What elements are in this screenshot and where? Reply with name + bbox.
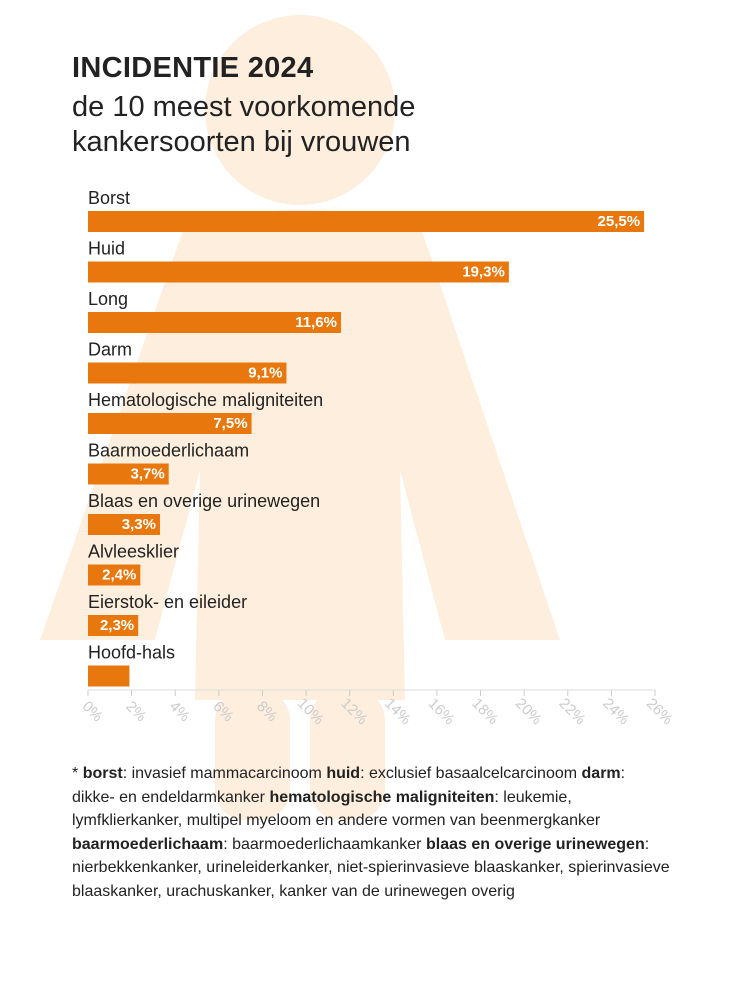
bar (88, 312, 341, 333)
category-label: Borst (88, 188, 130, 208)
bar (88, 463, 169, 485)
category-label: Alvleesklier (88, 541, 179, 561)
x-tick-label: 22% (556, 695, 589, 728)
value-label: 3,3% (122, 516, 156, 533)
footnote-text: : baarmoederlichaamkanker (223, 835, 422, 853)
footnote-term: darm (581, 765, 621, 782)
x-tick-label: 4% (166, 698, 193, 725)
x-tick-label: 24% (599, 695, 632, 728)
x-tick-label: 6% (210, 698, 237, 725)
bar (88, 413, 252, 434)
footnote: * borst: invasief mammacarcinoom huid: e… (72, 762, 672, 903)
footnote-term: baarmoederlichaam (72, 835, 224, 853)
value-label: 9,1% (248, 364, 282, 381)
footnote-text: : dikke- en endeldarmkanker (72, 765, 626, 806)
x-tick-label: 14% (381, 695, 414, 728)
x-tick-label: 12% (337, 695, 370, 728)
category-label: Huid (88, 238, 125, 258)
footnote-term: borst (82, 765, 123, 782)
x-tick-label: 16% (425, 695, 458, 728)
x-tick-label: 20% (512, 695, 545, 728)
bar (88, 665, 130, 687)
x-tick-label: 2% (122, 698, 149, 725)
footnote-term: huid (326, 765, 361, 782)
value-label: 3,7% (130, 465, 164, 482)
category-label: Blaas en overige urinewegen (88, 491, 320, 511)
x-tick-label: 26% (643, 695, 676, 728)
x-tick-label: 8% (253, 698, 280, 725)
footnote-prefix: * (72, 765, 79, 782)
category-label: Baarmoederlichaam (88, 440, 249, 460)
chart-subtitle: de 10 meest voorkomende kankersoorten bi… (72, 91, 416, 158)
x-tick-label: 18% (468, 695, 501, 728)
bar (88, 564, 141, 586)
x-tick-label: 10% (294, 695, 327, 728)
value-label: 7,5% (213, 415, 247, 432)
category-label: Darm (88, 339, 132, 359)
x-tick-label: 0% (79, 698, 106, 725)
footnote-text: : nierbekkenkanker, urineleiderkanker, n… (72, 835, 670, 900)
value-label: 19,3% (462, 263, 505, 280)
footnote-text: : leukemie, lymfklierkanker, multipel my… (72, 788, 601, 830)
category-label: Hoofd-hals (88, 642, 175, 662)
chart-title: INCIDENTIE 2024 (72, 52, 314, 84)
category-label: Eierstok- en eileider (88, 592, 247, 612)
bar (88, 261, 509, 283)
bar (88, 514, 160, 535)
bar (88, 362, 287, 384)
bar (88, 615, 139, 636)
chart: 0% 2% 4% 6% 8% 10% 12% 14% 16% 18% 20% 22% 24% 26% Bor… (79, 188, 676, 729)
value-label: 25,5% (598, 213, 641, 230)
category-label: Long (88, 289, 128, 309)
footnote-text: : exclusief basaalcelcarcinoom (360, 765, 578, 782)
value-label: 2,4% (102, 566, 136, 583)
footnote-term: hematologische maligniteiten (269, 788, 495, 806)
footnote-text: : invasief mammacarcinoom (122, 765, 322, 782)
footnote-term: blaas en overige urinewegen (425, 835, 645, 853)
value-label: 11,6% (295, 314, 337, 331)
value-label: 2,3% (100, 617, 134, 634)
category-label: Hematologische maligniteiten (88, 390, 323, 410)
bar (88, 211, 645, 232)
